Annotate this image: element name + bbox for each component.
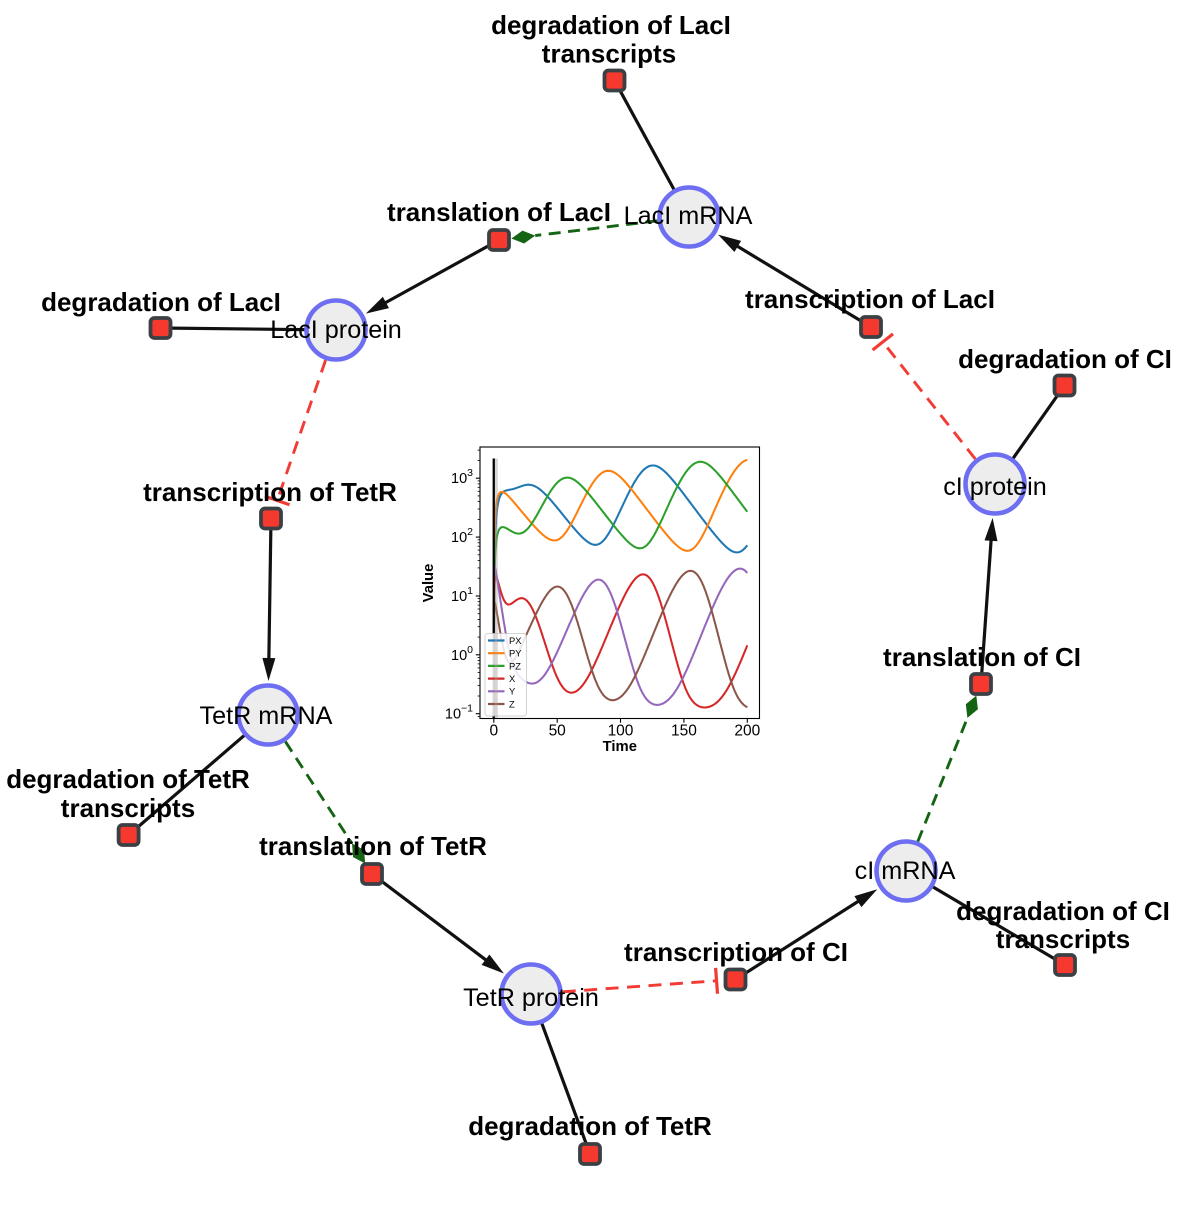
svg-text:transcripts: transcripts bbox=[542, 39, 676, 69]
svg-text:101: 101 bbox=[451, 585, 473, 605]
svg-text:translation of TetR: translation of TetR bbox=[259, 831, 487, 861]
svg-text:LacI protein: LacI protein bbox=[270, 316, 402, 344]
svg-text:translation of LacI: translation of LacI bbox=[387, 197, 611, 227]
svg-text:degradation of TetR: degradation of TetR bbox=[6, 764, 250, 794]
svg-text:TetR protein: TetR protein bbox=[463, 984, 599, 1012]
svg-text:100: 100 bbox=[608, 722, 634, 739]
svg-text:degradation of LacI: degradation of LacI bbox=[41, 287, 281, 317]
svg-text:transcription of TetR: transcription of TetR bbox=[143, 477, 397, 507]
svg-text:10−1: 10−1 bbox=[445, 703, 473, 723]
svg-text:degradation of TetR: degradation of TetR bbox=[468, 1111, 712, 1141]
svg-text:50: 50 bbox=[549, 722, 567, 739]
svg-text:PX: PX bbox=[509, 635, 522, 646]
svg-text:Value: Value bbox=[421, 564, 437, 603]
svg-text:degradation of LacI: degradation of LacI bbox=[491, 10, 731, 40]
svg-text:transcripts: transcripts bbox=[61, 793, 195, 823]
svg-text:X: X bbox=[509, 673, 516, 684]
svg-text:degradation of CI: degradation of CI bbox=[956, 896, 1170, 926]
svg-text:PZ: PZ bbox=[509, 660, 521, 671]
svg-text:cI protein: cI protein bbox=[943, 473, 1047, 501]
svg-text:transcription of CI: transcription of CI bbox=[624, 937, 848, 967]
svg-text:200: 200 bbox=[734, 722, 760, 739]
svg-text:0: 0 bbox=[489, 722, 498, 739]
svg-text:degradation of CI: degradation of CI bbox=[958, 344, 1172, 374]
svg-text:cI mRNA: cI mRNA bbox=[855, 857, 956, 885]
svg-text:150: 150 bbox=[671, 722, 697, 739]
svg-text:transcription of LacI: transcription of LacI bbox=[745, 284, 995, 314]
svg-text:TetR mRNA: TetR mRNA bbox=[200, 702, 333, 730]
svg-text:103: 103 bbox=[451, 467, 473, 487]
svg-text:Y: Y bbox=[509, 686, 516, 697]
svg-text:102: 102 bbox=[451, 526, 473, 546]
svg-text:100: 100 bbox=[451, 644, 473, 664]
svg-text:LacI mRNA: LacI mRNA bbox=[624, 202, 753, 230]
svg-text:PY: PY bbox=[509, 648, 522, 659]
svg-text:Z: Z bbox=[509, 698, 515, 709]
svg-text:translation of CI: translation of CI bbox=[883, 642, 1081, 672]
svg-text:Time: Time bbox=[603, 739, 637, 755]
svg-text:transcripts: transcripts bbox=[996, 924, 1130, 954]
